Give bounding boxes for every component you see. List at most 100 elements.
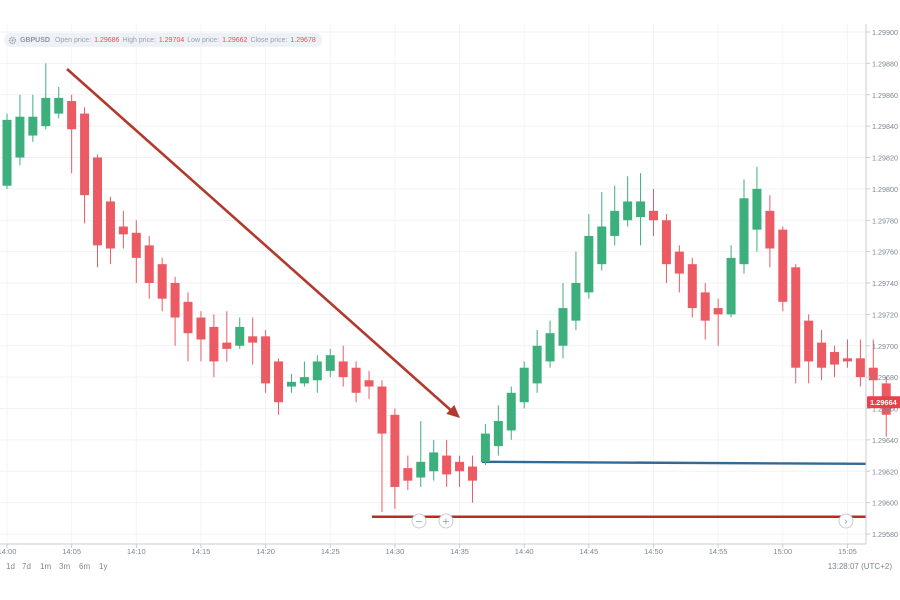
- candle: [817, 330, 827, 381]
- candle-body: [118, 226, 128, 235]
- range-3m-button[interactable]: 3m: [59, 562, 71, 571]
- candle-body: [41, 97, 51, 127]
- candle-body: [855, 358, 865, 378]
- candle-body: [545, 333, 555, 362]
- range-1m-button[interactable]: 1m: [40, 562, 52, 571]
- zoom-in-icon[interactable]: +: [438, 513, 454, 529]
- candle: [93, 154, 103, 268]
- candle-body: [700, 292, 710, 321]
- x-tick-label: 15:05: [838, 547, 857, 556]
- candle: [196, 311, 206, 362]
- candle: [67, 94, 77, 174]
- x-tick-label: 14:10: [127, 547, 146, 556]
- candle: [429, 439, 439, 481]
- candle-body: [649, 210, 658, 221]
- x-tick-label: 15:00: [773, 547, 792, 556]
- candle: [54, 86, 64, 119]
- candle: [558, 283, 568, 359]
- range-6m-button[interactable]: 6m: [79, 562, 91, 571]
- candle: [584, 213, 594, 299]
- candle-body: [532, 345, 542, 384]
- candle: [455, 455, 465, 487]
- candle: [442, 439, 452, 487]
- zoom-in-icon-glyph: +: [442, 517, 450, 528]
- candle: [649, 188, 658, 236]
- candle: [170, 276, 180, 346]
- candle: [778, 226, 788, 312]
- candle: [416, 421, 426, 487]
- candle: [532, 330, 542, 393]
- candle: [248, 317, 258, 365]
- zoom-out-icon[interactable]: −: [411, 513, 427, 529]
- candle-body: [209, 326, 219, 362]
- candle-body: [248, 336, 258, 343]
- ohlc-info-bar: GBPUSD Open price: 1.29686 High price: 1…: [4, 33, 322, 47]
- candle-body: [222, 342, 232, 349]
- candle-body: [726, 257, 736, 315]
- candle-body: [403, 468, 413, 481]
- candle: [41, 63, 51, 130]
- y-tick-label: 1.29900: [872, 28, 898, 37]
- candle: [351, 361, 361, 403]
- candle: [765, 195, 775, 268]
- zoom-out-icon-glyph: −: [415, 517, 423, 528]
- gear-icon[interactable]: [8, 36, 17, 45]
- candle: [80, 107, 90, 224]
- candle: [830, 345, 840, 378]
- candle-body: [610, 210, 620, 236]
- candle: [842, 339, 852, 368]
- candle: [623, 176, 633, 227]
- annotations: − + ›: [66, 68, 867, 529]
- high-value: 1.29704: [158, 36, 185, 44]
- y-tick-label: 1.29800: [872, 185, 898, 194]
- candle: [377, 380, 387, 513]
- candle: [661, 213, 671, 283]
- support-line-blue: [481, 460, 867, 466]
- trend-arrow-line: [66, 68, 455, 414]
- candle-body: [597, 226, 607, 265]
- candle-body: [157, 264, 167, 299]
- low-value: 1.29662: [222, 36, 248, 44]
- x-tick-label: 14:40: [515, 547, 534, 556]
- candle-body: [636, 201, 646, 218]
- x-tick-label: 14:30: [386, 547, 405, 556]
- y-tick-label: 1.29820: [872, 154, 898, 163]
- range-7d-button[interactable]: 7d: [22, 562, 31, 571]
- open-value: 1.29686: [94, 36, 120, 44]
- candle: [726, 245, 736, 318]
- y-tick-label: 1.29720: [872, 310, 898, 319]
- zoom-in-icon-ring: [438, 513, 454, 529]
- candle-body: [687, 264, 697, 309]
- candle: [403, 455, 413, 491]
- candle: [144, 235, 154, 299]
- y-tick-label: 1.29640: [872, 436, 898, 445]
- candle-body: [170, 283, 180, 318]
- candle: [299, 361, 309, 387]
- candle-body: [93, 157, 103, 246]
- range-1y-button[interactable]: 1y: [99, 562, 108, 571]
- candle-body: [674, 251, 684, 274]
- candle: [209, 314, 219, 378]
- range-1d-button[interactable]: 1d: [6, 562, 15, 571]
- candle-body: [713, 308, 723, 315]
- candle-body: [791, 267, 801, 368]
- next-icon[interactable]: ›: [838, 513, 854, 529]
- candle-body: [131, 232, 141, 258]
- candle-body: [571, 283, 581, 321]
- candle: [855, 339, 865, 387]
- candle: [390, 408, 400, 509]
- candle-body: [54, 97, 64, 114]
- candle: [222, 311, 232, 362]
- candle: [804, 314, 814, 384]
- candle-body: [338, 361, 348, 378]
- candle-body: [299, 377, 309, 384]
- x-tick-label: 14:15: [192, 547, 211, 556]
- low-label: Low price:: [187, 36, 220, 44]
- open-label: Open price:: [54, 36, 92, 44]
- candle: [545, 320, 555, 368]
- candle-body: [390, 414, 400, 487]
- candle-body: [830, 352, 840, 365]
- y-tick-label: 1.29780: [872, 216, 898, 225]
- candle: [519, 361, 529, 409]
